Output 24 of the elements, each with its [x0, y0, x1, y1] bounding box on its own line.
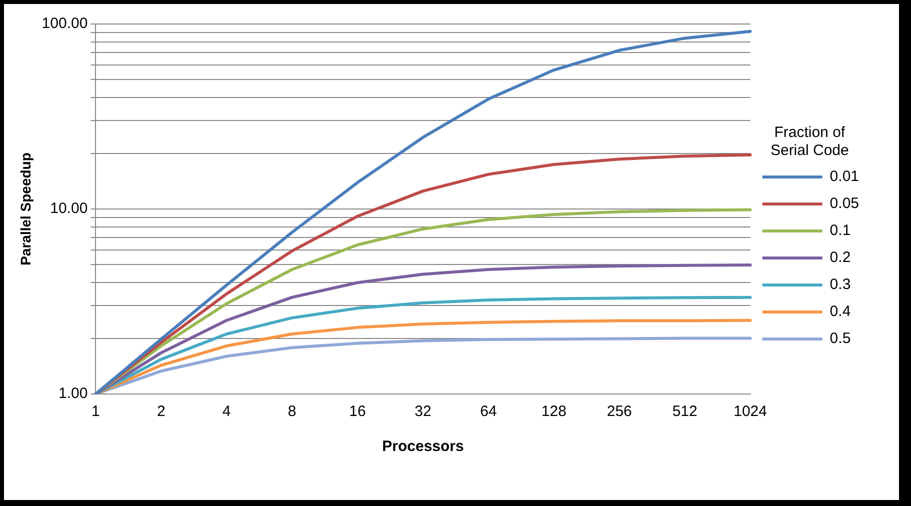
legend-label: 0.01	[830, 168, 860, 186]
x-tick-label: 256	[606, 403, 632, 420]
legend-label: 0.05	[830, 195, 860, 212]
x-tick-label: 1	[92, 403, 100, 420]
legend-title: Fraction of Serial Code	[770, 124, 849, 160]
x-tick-label: 32	[414, 403, 432, 420]
x-tick-label: 512	[672, 403, 698, 420]
x-tick-label: 64	[480, 403, 497, 420]
legend-label: 0.2	[830, 249, 851, 266]
legend-label: 0.3	[830, 276, 851, 294]
x-tick-label: 8	[288, 403, 296, 420]
x-axis-title: Processors	[382, 438, 464, 456]
y-tick-label: 1.00	[58, 385, 88, 402]
x-tick-label: 16	[349, 403, 366, 420]
y-tick-label: 100.00	[42, 15, 88, 32]
legend-label: 0.1	[830, 222, 851, 240]
x-tick-label: 1024	[734, 403, 767, 420]
x-tick-label: 4	[222, 403, 231, 420]
legend-label: 0.5	[830, 330, 851, 348]
x-tick-label: 128	[541, 403, 566, 420]
y-tick-label: 10.00	[50, 200, 88, 218]
legend-label: 0.4	[830, 303, 851, 320]
x-tick-label: 2	[156, 403, 166, 420]
y-axis-title: Parallel Speedup	[17, 152, 34, 266]
